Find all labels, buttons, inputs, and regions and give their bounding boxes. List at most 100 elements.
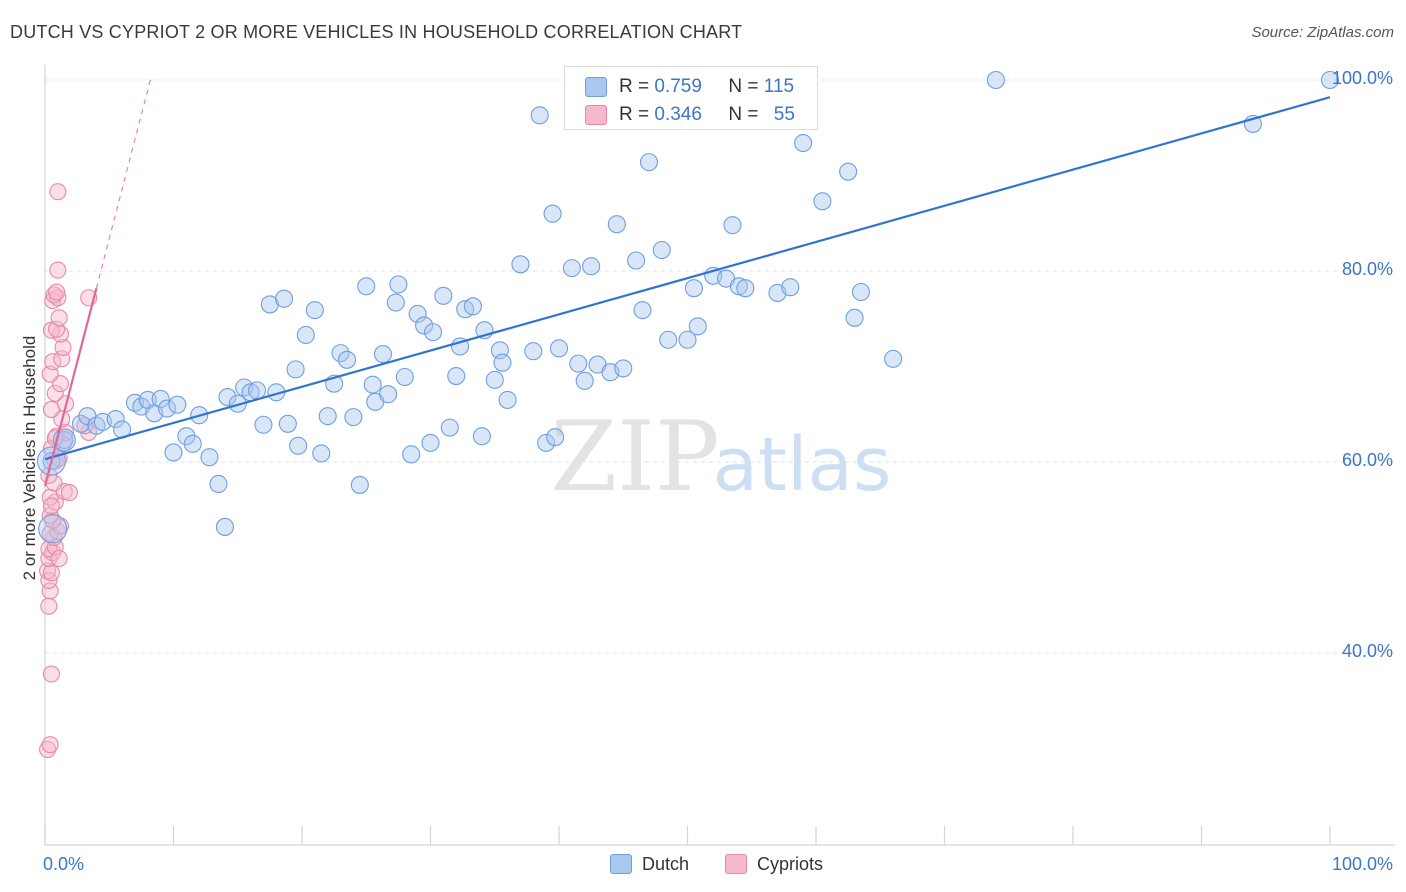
data-point-dutch	[678, 330, 697, 349]
data-point-cypriots	[42, 665, 60, 683]
data-point-dutch	[813, 192, 832, 211]
data-point-dutch	[402, 445, 421, 464]
data-point-dutch	[278, 414, 297, 433]
data-point-dutch	[723, 216, 742, 235]
data-point-dutch	[562, 259, 581, 278]
trendlines	[43, 79, 1331, 487]
y-tick-label: 60.0%	[1342, 450, 1393, 470]
data-point-dutch	[1320, 70, 1340, 90]
watermark-zip: ZIP	[550, 401, 719, 513]
x-tick-label: 100.0%	[1332, 854, 1393, 874]
data-point-cypriots	[42, 497, 60, 515]
data-point-dutch	[337, 350, 357, 369]
data-point-dutch	[106, 409, 125, 429]
data-point-dutch	[158, 399, 177, 418]
data-point-dutch	[331, 344, 350, 363]
data-point-dutch	[71, 414, 91, 433]
data-point-dutch	[312, 444, 331, 463]
data-point-dutch	[289, 436, 308, 455]
data-point-dutch	[305, 301, 324, 320]
data-point-dutch	[357, 277, 376, 296]
data-point-cypriots	[49, 261, 67, 279]
legend-n-label: N =	[728, 76, 759, 97]
data-point-dutch	[537, 433, 556, 452]
data-point-dutch	[652, 240, 671, 260]
y-tick-label: 100.0%	[1332, 68, 1393, 88]
cypriots-swatch	[585, 105, 607, 125]
data-point-dutch	[549, 339, 569, 358]
data-point-cypriots	[49, 183, 67, 201]
data-point-dutch	[200, 448, 219, 467]
data-point-dutch	[614, 359, 633, 378]
data-point-dutch	[164, 443, 183, 462]
data-point-dutch	[986, 70, 1005, 90]
data-point-dutch	[363, 375, 382, 394]
data-point-dutch	[794, 133, 813, 153]
data-point-dutch	[395, 367, 414, 387]
data-point-dutch	[472, 427, 491, 446]
data-point-dutch	[684, 279, 703, 298]
series-legend: Dutch Cypriots	[610, 852, 859, 876]
data-point-dutch	[408, 304, 427, 324]
x-tick-label: 0.0%	[43, 854, 84, 874]
data-point-dutch	[851, 282, 871, 302]
data-point-dutch	[524, 342, 543, 361]
watermark-atlas: atlas	[713, 422, 892, 508]
data-point-cypriots	[48, 283, 66, 301]
legend-item-cypriots[interactable]: Cypriots	[725, 854, 823, 875]
legend-r-value-cypriots: 0.346	[654, 104, 702, 125]
data-point-dutch	[498, 390, 517, 409]
data-point-dutch	[254, 415, 273, 434]
data-point-cypriots	[44, 511, 62, 529]
y-tick-label: 80.0%	[1342, 259, 1393, 279]
data-point-cypriots	[45, 286, 63, 304]
data-point-dutch	[627, 251, 646, 270]
data-point-cypriots	[60, 484, 78, 502]
data-point-dutch	[543, 204, 562, 223]
legend-n-value-dutch: 115	[763, 76, 795, 97]
legend-row-cypriots: R = 0.346 N = 55	[585, 101, 795, 129]
data-point-dutch	[569, 354, 588, 373]
data-point-dutch	[218, 388, 237, 407]
data-point-cypriots	[40, 597, 58, 615]
trendline-dutch	[44, 96, 1331, 461]
data-point-cypriots	[42, 564, 60, 582]
data-point-dutch	[493, 353, 512, 372]
cypriots-swatch	[725, 854, 748, 874]
data-point-dutch	[344, 408, 363, 427]
data-point-dutch	[546, 428, 565, 447]
data-point-dutch	[168, 395, 187, 414]
data-point-dutch	[350, 475, 369, 494]
data-point-dutch	[639, 153, 659, 172]
data-point-dutch	[274, 289, 294, 308]
data-point-dutch	[511, 255, 530, 274]
data-point-dutch	[447, 366, 466, 386]
data-point-dutch	[421, 433, 440, 452]
tick-labels: 40.0% 60.0% 80.0% 100.0% 0.0% 100.0%	[43, 68, 1393, 874]
data-point-dutch	[286, 360, 305, 379]
dutch-swatch	[585, 77, 607, 97]
correlation-legend: R = 0.759 N = 115 R = 0.346 N = 55	[564, 66, 818, 130]
data-point-dutch	[781, 278, 800, 297]
data-point-dutch	[451, 337, 470, 356]
data-point-dutch	[55, 430, 74, 450]
data-point-dutch	[389, 275, 408, 294]
watermark: ZIP atlas	[550, 401, 891, 513]
data-point-dutch	[839, 162, 858, 181]
data-point-dutch	[386, 293, 405, 312]
legend-item-dutch[interactable]: Dutch	[610, 854, 689, 875]
chart-title: DUTCH VS CYPRIOT 2 OR MORE VEHICLES IN H…	[10, 22, 743, 42]
data-point-cypriots	[50, 549, 68, 568]
data-point-dutch	[736, 279, 755, 298]
data-point-dutch	[575, 371, 594, 390]
data-point-dutch	[177, 427, 196, 446]
data-point-cypriots	[41, 736, 59, 754]
cypriots-series	[39, 183, 98, 759]
data-point-dutch	[247, 381, 267, 400]
data-point-dutch	[373, 345, 393, 364]
data-point-dutch	[729, 277, 748, 296]
data-point-dutch	[434, 286, 453, 305]
data-point-dutch	[884, 349, 903, 368]
data-point-dutch	[38, 514, 68, 544]
data-point-dutch	[633, 301, 652, 320]
